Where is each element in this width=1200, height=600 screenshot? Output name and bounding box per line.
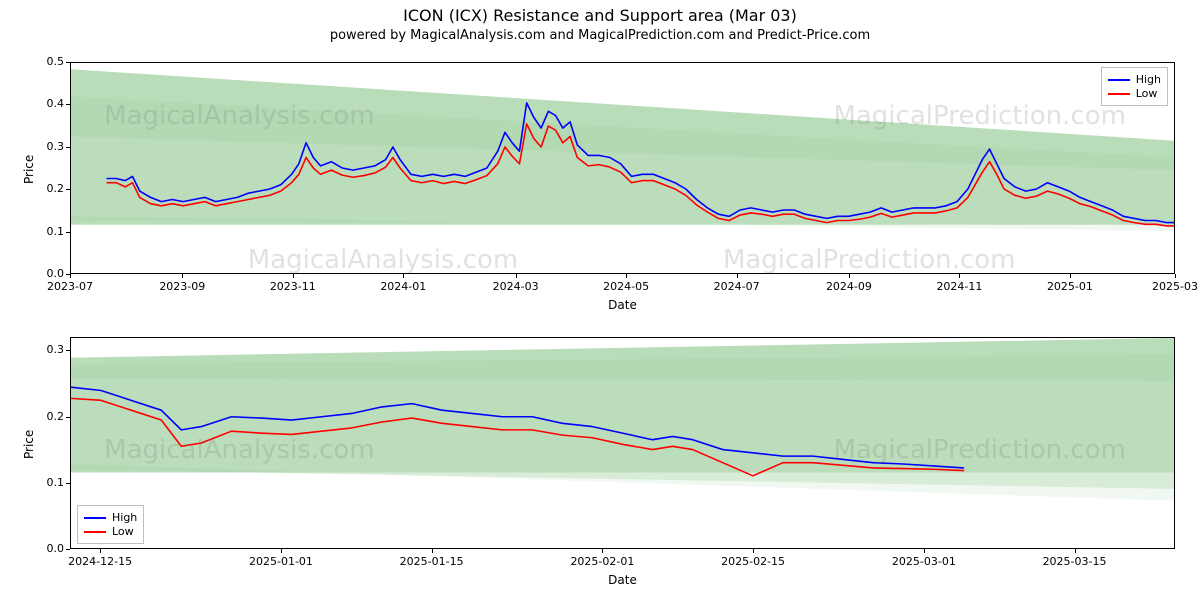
legend-item-low: Low [84, 525, 137, 538]
chart-panel-top: MagicalAnalysis.comMagicalPrediction.com… [70, 62, 1175, 274]
xtick-label: 2024-07 [714, 280, 760, 293]
ylabel-bottom: Price [22, 430, 36, 459]
figure: ICON (ICX) Resistance and Support area (… [0, 0, 1200, 600]
xtick-label: 2024-12-15 [68, 555, 132, 568]
xtick-label: 2025-03-01 [892, 555, 956, 568]
xlabel-bottom: Date [70, 573, 1175, 587]
xtick-label: 2025-01-01 [249, 555, 313, 568]
legend-swatch [84, 517, 106, 519]
xtick-label: 2024-09 [826, 280, 872, 293]
xtick-label: 2024-03 [493, 280, 539, 293]
xtick-label: 2025-03 [1152, 280, 1198, 293]
legend-bottom: HighLow [77, 505, 144, 544]
ytick-label: 0.0 [22, 542, 64, 555]
chart-svg-top [71, 63, 1174, 273]
xtick-label: 2025-03-15 [1043, 555, 1107, 568]
xtick-label: 2024-05 [603, 280, 649, 293]
chart-svg-bottom [71, 338, 1174, 548]
legend-item-low: Low [1108, 87, 1161, 100]
legend-swatch [1108, 79, 1130, 81]
chart-subtitle: powered by MagicalAnalysis.com and Magic… [0, 28, 1200, 43]
legend-top: HighLow [1101, 67, 1168, 106]
ytick-label: 0.2 [22, 182, 64, 195]
legend-swatch [84, 531, 106, 533]
legend-label: Low [1136, 87, 1158, 100]
xtick-label: 2025-01-15 [400, 555, 464, 568]
ytick-label: 0.0 [22, 267, 64, 280]
ytick-label: 0.1 [22, 476, 64, 489]
xlabel-top: Date [70, 298, 1175, 312]
ytick-label: 0.4 [22, 97, 64, 110]
ytick-label: 0.3 [22, 140, 64, 153]
legend-label: High [112, 511, 137, 524]
xtick-label: 2023-09 [159, 280, 205, 293]
xtick-label: 2024-11 [936, 280, 982, 293]
chart-suptitle: ICON (ICX) Resistance and Support area (… [0, 6, 1200, 25]
ylabel-top: Price [22, 155, 36, 184]
legend-label: Low [112, 525, 134, 538]
xtick-label: 2024-01 [380, 280, 426, 293]
ytick-label: 0.2 [22, 410, 64, 423]
chart-panel-bottom: MagicalAnalysis.comMagicalPrediction.com… [70, 337, 1175, 549]
legend-item-high: High [1108, 73, 1161, 86]
ytick-label: 0.1 [22, 225, 64, 238]
xtick-label: 2023-07 [47, 280, 93, 293]
legend-label: High [1136, 73, 1161, 86]
legend-swatch [1108, 93, 1130, 95]
xtick-label: 2023-11 [270, 280, 316, 293]
xtick-label: 2025-02-01 [570, 555, 634, 568]
ytick-label: 0.5 [22, 55, 64, 68]
xtick-label: 2025-02-15 [721, 555, 785, 568]
legend-item-high: High [84, 511, 137, 524]
xtick-label: 2025-01 [1047, 280, 1093, 293]
ytick-label: 0.3 [22, 343, 64, 356]
